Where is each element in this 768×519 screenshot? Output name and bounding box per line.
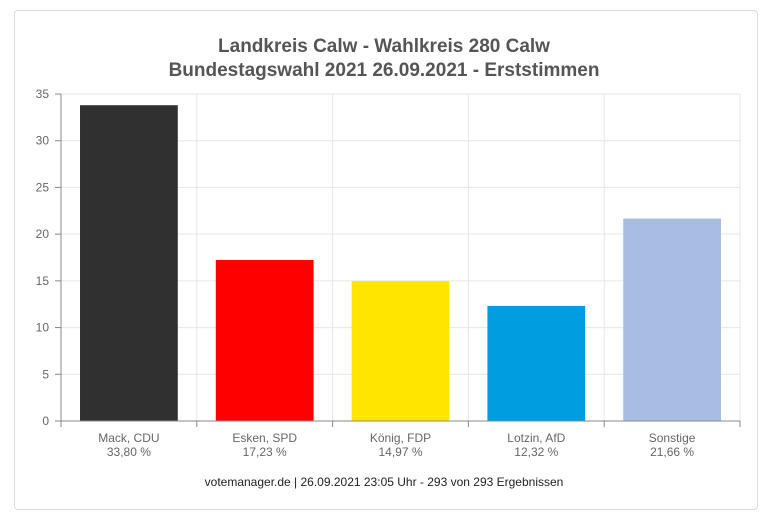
bar[interactable] — [215, 260, 314, 421]
bar[interactable] — [487, 305, 586, 421]
bar[interactable] — [80, 105, 178, 421]
y-tick-label: 15 — [36, 274, 50, 288]
bar[interactable] — [351, 281, 450, 421]
y-tick-labels: 0 5 10 15 20 25 30 35 — [36, 87, 50, 428]
bar[interactable] — [623, 218, 721, 421]
value-label: 14,97 % — [378, 445, 422, 459]
value-label: 21,66 % — [650, 445, 694, 459]
value-label: 17,23 % — [243, 445, 287, 459]
category-label: Sonstige — [649, 431, 696, 445]
category-label: Mack, CDU — [98, 431, 159, 445]
y-tick-label: 30 — [36, 134, 50, 148]
y-tick-label: 0 — [42, 414, 49, 428]
category-label: König, FDP — [370, 431, 431, 445]
y-tick-label: 10 — [36, 321, 50, 335]
category-label: Lotzin, AfD — [507, 431, 565, 445]
y-tick-label: 25 — [36, 180, 50, 194]
bars — [80, 105, 721, 421]
axes — [55, 93, 741, 427]
y-tick-label: 5 — [42, 367, 49, 381]
chart-title: Landkreis Calw - Wahlkreis 280 Calw — [218, 36, 550, 57]
y-tick-label: 35 — [36, 87, 50, 101]
value-label: 12,32 % — [514, 445, 558, 459]
value-label: 33,80 % — [107, 445, 151, 459]
chart-subtitle: Bundestagswahl 2021 26.09.2021 - Erststi… — [168, 60, 600, 81]
y-tick-label: 20 — [36, 227, 50, 241]
chart-footer: votemanager.de | 26.09.2021 23:05 Uhr - … — [204, 475, 564, 489]
category-label: Esken, SPD — [232, 431, 297, 445]
